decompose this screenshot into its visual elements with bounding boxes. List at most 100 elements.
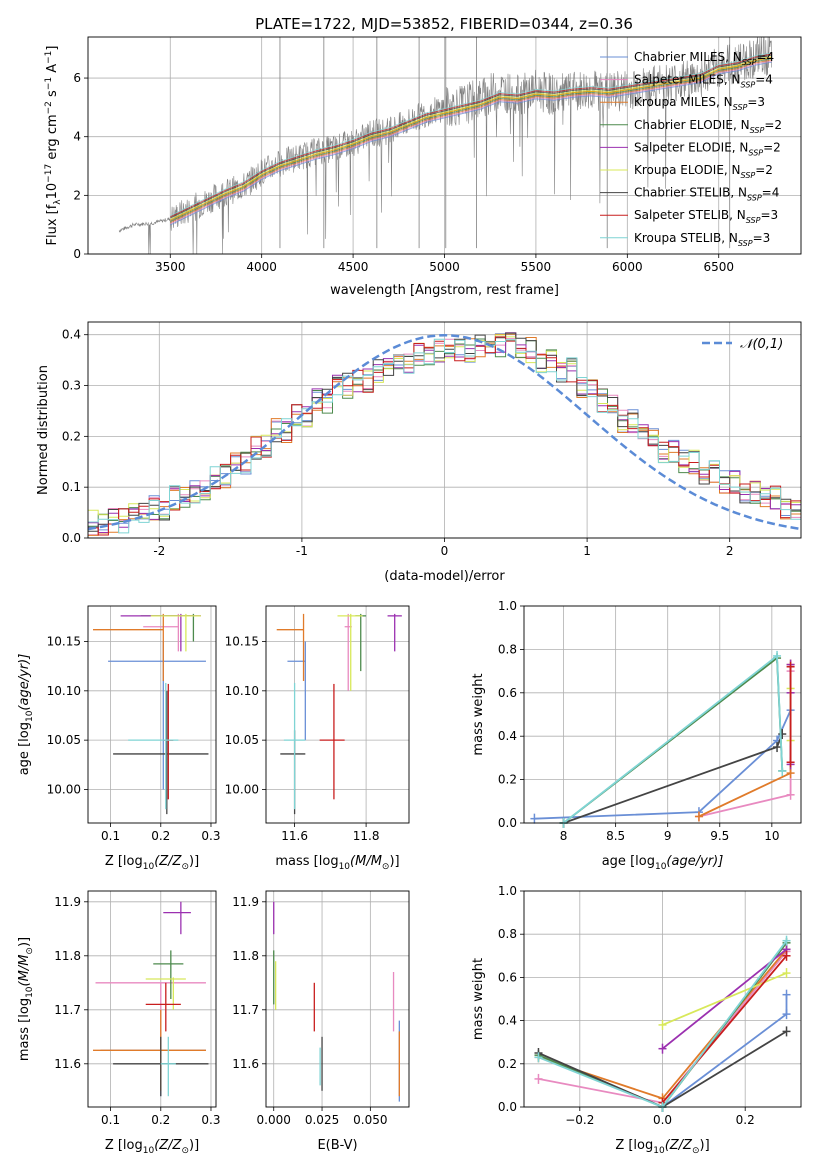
axes-frame [523, 890, 802, 1108]
y-tick-label: 0.2 [62, 429, 81, 443]
y-axis-label: Flux [fλ10−17 erg cm−2 s−1 A−1] [44, 46, 63, 246]
y-tick-label: 0.6 [498, 686, 517, 700]
x-tick-label: 5000 [429, 260, 460, 274]
y-tick-label: 10.05 [47, 733, 81, 747]
x-tick-label: 0.2 [151, 1113, 170, 1127]
x-tick-label: -1 [296, 544, 308, 558]
y-tick-label: 10.05 [225, 733, 259, 747]
legend: Chabrier MILES, NSSP=4 Salpeter MILES, NS… [600, 50, 782, 248]
mass-weight-line [534, 709, 792, 820]
x-axis-label: wavelength [Angstrom, rest frame] [330, 283, 559, 298]
figure-title: PLATE=1722, MJD=53852, FIBERID=0344, z=0… [255, 15, 633, 33]
axes-frame [265, 605, 410, 824]
legend-entry: Salpeter MILES, NSSP=4 [634, 73, 773, 90]
x-axis-label: Z [log10(Z/Z⊙)] [105, 854, 199, 872]
y-tick-label: 11.7 [232, 1003, 259, 1017]
y-tick-label: 0.3 [62, 379, 81, 393]
x-axis-label: mass [log10(M/M⊙)] [275, 854, 399, 872]
x-tick-label: 0.3 [201, 1113, 220, 1127]
model-spectrum-line [170, 57, 772, 221]
y-tick-label: 0.2 [498, 1057, 517, 1071]
x-tick-label: 9.5 [710, 829, 729, 843]
y-tick-label: 10.10 [225, 684, 259, 698]
x-tick-label: 6500 [703, 260, 734, 274]
panel-mass_vs_Z: 0.1 0.2 0.3 11.6 11.7 11.8 11.9 Z [log10(Z/Z⊙)]… [17, 890, 221, 1156]
legend-entry: Chabrier STELIB, NSSP=4 [634, 186, 779, 203]
panel-age_vs_Z: 0.1 0.2 0.3 10.00 10.05 10.10 10.15 Z [log10(Z/… [17, 605, 221, 872]
panel-mass_weight_vs_age: 8 8.5 9 9.5 10 0.0 0.2 0.4 0.6 0.8 1.0 age [log10(a… [471, 599, 802, 872]
mass-weight-line [662, 972, 787, 1026]
model-spectrum-line [170, 58, 772, 222]
panel-mass_weight_vs_Z: −0.2 0.0 0.2 0.0 0.2 0.4 0.6 0.8 1.0 Z [log10(Z/Z… [471, 884, 802, 1156]
legend-entry: Kroupa STELIB, NSSP=3 [634, 231, 770, 248]
y-tick-label: 0.4 [498, 1014, 517, 1028]
axes-frame [523, 605, 802, 824]
x-tick-label: −0.2 [565, 1113, 594, 1127]
x-tick-label: 8 [560, 829, 568, 843]
x-axis-label: Z [log10(Z/Z⊙)] [615, 1138, 709, 1156]
model-spectrum-line [170, 59, 772, 224]
residual-plot-area [88, 332, 801, 536]
y-tick-label: 2 [73, 188, 81, 202]
y-axis-label: mass weight [471, 958, 486, 1040]
x-tick-label: -2 [153, 544, 165, 558]
y-tick-label: 4 [73, 130, 81, 144]
model-spectrum-line [170, 60, 772, 225]
y-tick-label: 1.0 [498, 599, 517, 613]
x-tick-label: 4500 [338, 260, 369, 274]
x-tick-label: 1 [583, 544, 591, 558]
x-axis-label: E(B-V) [317, 1138, 357, 1153]
x-axis-label: Z [log10(Z/Z⊙)] [105, 1138, 199, 1156]
x-tick-label: 0.3 [201, 829, 220, 843]
y-axis-label: mass [log10(M/M⊙)] [17, 937, 35, 1061]
x-tick-label: 0.050 [353, 1113, 387, 1127]
x-tick-label: 5500 [521, 260, 552, 274]
legend-entry: Kroupa MILES, NSSP=3 [634, 95, 765, 112]
model-spectrum-line [170, 61, 772, 226]
legend-entry: Salpeter ELODIE, NSSP=2 [634, 140, 781, 157]
x-tick-label: 0.1 [101, 1113, 120, 1127]
mass-weight-line [661, 994, 788, 1108]
x-tick-label: 9 [664, 829, 672, 843]
y-tick-label: 11.9 [54, 895, 81, 909]
x-tick-label: 11.6 [281, 829, 308, 843]
axes-frame [265, 890, 410, 1108]
y-tick-label: 10.00 [225, 782, 259, 796]
y-tick-label: 0 [73, 247, 81, 261]
y-tick-label: 6 [73, 71, 81, 85]
y-tick-label: 0.1 [62, 480, 81, 494]
model-spectrum-line [170, 54, 772, 219]
y-tick-label: 11.9 [232, 895, 259, 909]
x-tick-label: 10 [764, 829, 779, 843]
y-tick-label: 0.8 [498, 642, 517, 656]
x-tick-label: 3500 [155, 260, 186, 274]
y-axis-label: Normed distribution [36, 365, 51, 495]
y-tick-label: 11.8 [232, 949, 259, 963]
x-tick-label: 6000 [612, 260, 643, 274]
legend-entry: 𝒩(0,1) [740, 337, 783, 352]
y-tick-label: 10.10 [47, 684, 81, 698]
y-tick-label: 11.6 [232, 1057, 259, 1071]
y-tick-label: 10.15 [47, 635, 81, 649]
y-tick-label: 11.6 [54, 1057, 81, 1071]
x-tick-label: 0.2 [151, 829, 170, 843]
axes-frame [87, 890, 217, 1108]
panel-age_vs_mass: 11.6 11.8 10.00 10.05 10.10 10.15 mass [log10(… [225, 605, 410, 872]
x-tick-label: 2 [726, 544, 734, 558]
x-tick-label: 0 [441, 544, 449, 558]
y-tick-label: 0.2 [498, 773, 517, 787]
model-spectrum-line [170, 52, 772, 217]
x-tick-label: 11.8 [353, 829, 380, 843]
legend-entry: Salpeter STELIB, NSSP=3 [634, 208, 778, 225]
y-tick-label: 11.7 [54, 1003, 81, 1017]
x-tick-label: 8.5 [606, 829, 625, 843]
y-axis-label: age [log10(age/yr)] [17, 654, 35, 776]
legend-entry: Kroupa ELODIE, NSSP=2 [634, 163, 773, 180]
legend-entry: Chabrier ELODIE, NSSP=2 [634, 118, 782, 135]
y-tick-label: 0.8 [498, 927, 517, 941]
y-tick-label: 0.4 [498, 729, 517, 743]
model-spectrum-line [170, 55, 772, 220]
x-tick-label: 4000 [246, 260, 277, 274]
panel-mass_vs_ebv: 0.000 0.025 0.050 11.6 11.7 11.8 11.9 E(B-V) [232, 890, 410, 1153]
